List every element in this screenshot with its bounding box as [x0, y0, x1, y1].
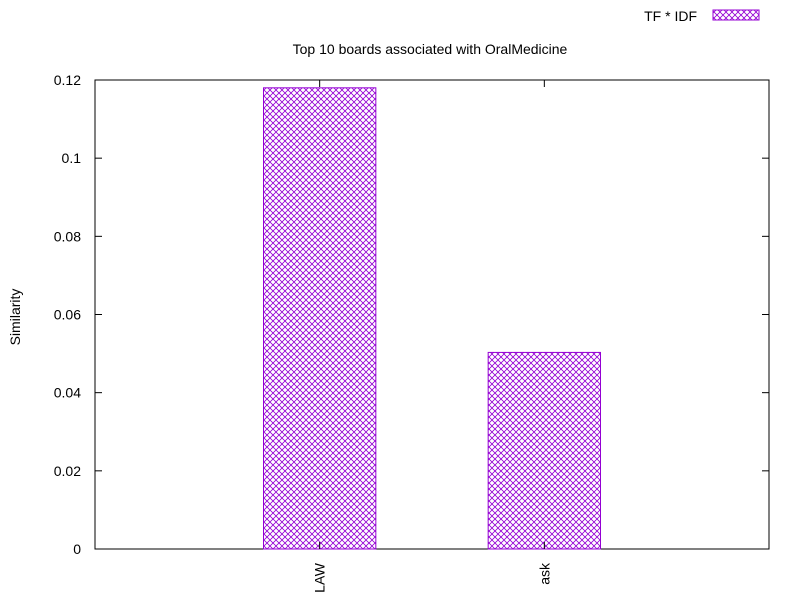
x-tick-label: LAW — [312, 562, 328, 593]
y-tick-label: 0.02 — [54, 463, 81, 479]
legend-label: TF * IDF — [644, 8, 697, 24]
x-tick-label: ask — [536, 562, 552, 585]
y-tick-label: 0.1 — [62, 150, 82, 166]
bar — [263, 87, 377, 550]
bar — [487, 351, 601, 550]
y-tick-label: 0 — [73, 541, 81, 557]
y-tick-label: 0.04 — [54, 385, 81, 401]
legend-swatch — [712, 9, 760, 21]
y-tick-label: 0.08 — [54, 228, 81, 244]
legend: TF * IDF — [644, 8, 760, 24]
y-axis-label: Similarity — [7, 289, 23, 346]
chart-title: Top 10 boards associated with OralMedici… — [293, 41, 568, 57]
y-tick-label: 0.12 — [54, 72, 81, 88]
y-tick-label: 0.06 — [54, 307, 81, 323]
plot-border — [94, 79, 770, 550]
